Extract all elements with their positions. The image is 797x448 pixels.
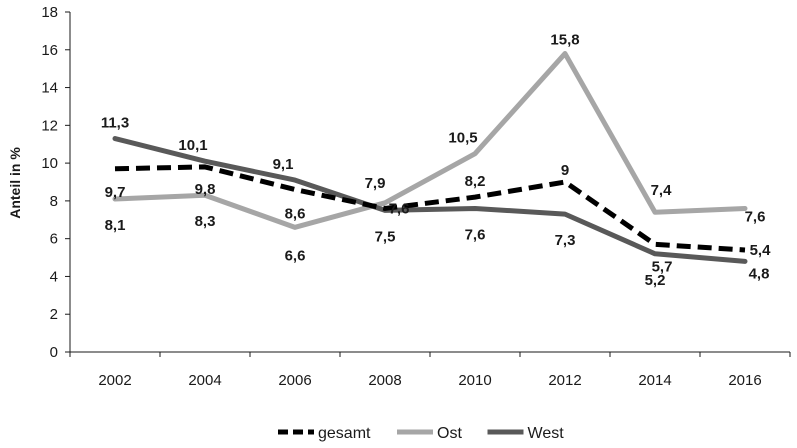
- legend-label-ost: Ost: [437, 425, 462, 442]
- series-line-ost: [112, 51, 748, 230]
- data-label-ost: 6,6: [285, 247, 306, 264]
- x-tick-label: 2016: [728, 372, 761, 389]
- data-label-west: 7,3: [555, 232, 576, 249]
- data-label-gesamt: 9,7: [105, 184, 126, 201]
- x-tick-label: 2010: [458, 372, 491, 389]
- data-label-gesamt: 9,8: [195, 181, 216, 198]
- data-label-west: 5,2: [645, 272, 666, 289]
- data-label-ost: 7,4: [651, 182, 673, 199]
- data-label-west: 4,8: [749, 265, 770, 282]
- series-line-west: [112, 136, 748, 264]
- x-tick-label: 2004: [188, 372, 221, 389]
- data-label-west: 9,1: [273, 156, 294, 173]
- y-tick-label: 14: [41, 80, 58, 97]
- data-label-ost: 7,9: [365, 175, 386, 192]
- x-tick-label: 2002: [98, 372, 131, 389]
- y-tick-label: 2: [50, 306, 58, 323]
- data-label-ost: 7,6: [745, 208, 766, 225]
- series-line-gesamt: [114, 164, 746, 253]
- legend-label-gesamt: gesamt: [318, 425, 371, 442]
- data-label-gesamt: 9: [561, 162, 569, 179]
- data-label-west: 11,3: [101, 115, 129, 132]
- data-label-gesamt: 5,7: [652, 258, 673, 275]
- data-label-gesamt: 8,2: [465, 173, 486, 190]
- y-tick-label: 16: [41, 42, 58, 59]
- data-label-gesamt: 5,4: [750, 242, 772, 259]
- y-axis-label: Anteil in %: [7, 147, 23, 219]
- data-label-west: 7,6: [465, 226, 486, 243]
- data-label-ost: 8,3: [195, 213, 216, 230]
- y-tick-label: 12: [41, 117, 58, 134]
- x-tick-label: 2006: [278, 372, 311, 389]
- y-tick-label: 8: [50, 193, 58, 210]
- data-label-gesamt: 7,6: [389, 200, 410, 217]
- y-tick-label: 4: [50, 268, 58, 285]
- data-label-gesamt: 8,6: [285, 206, 306, 223]
- x-tick-label: 2014: [638, 372, 671, 389]
- data-label-ost: 8,1: [105, 217, 126, 234]
- y-tick-label: 6: [50, 231, 58, 248]
- y-tick-label: 10: [41, 155, 58, 172]
- data-label-west: 7,5: [375, 228, 396, 245]
- y-tick-label: 0: [50, 344, 58, 361]
- x-tick-label: 2008: [368, 372, 401, 389]
- data-label-ost: 10,5: [448, 130, 477, 147]
- data-label-west: 10,1: [178, 137, 207, 154]
- data-label-ost: 15,8: [550, 32, 579, 49]
- y-tick-label: 18: [41, 4, 58, 21]
- legend-label-west: West: [528, 425, 565, 442]
- x-tick-label: 2012: [548, 372, 581, 389]
